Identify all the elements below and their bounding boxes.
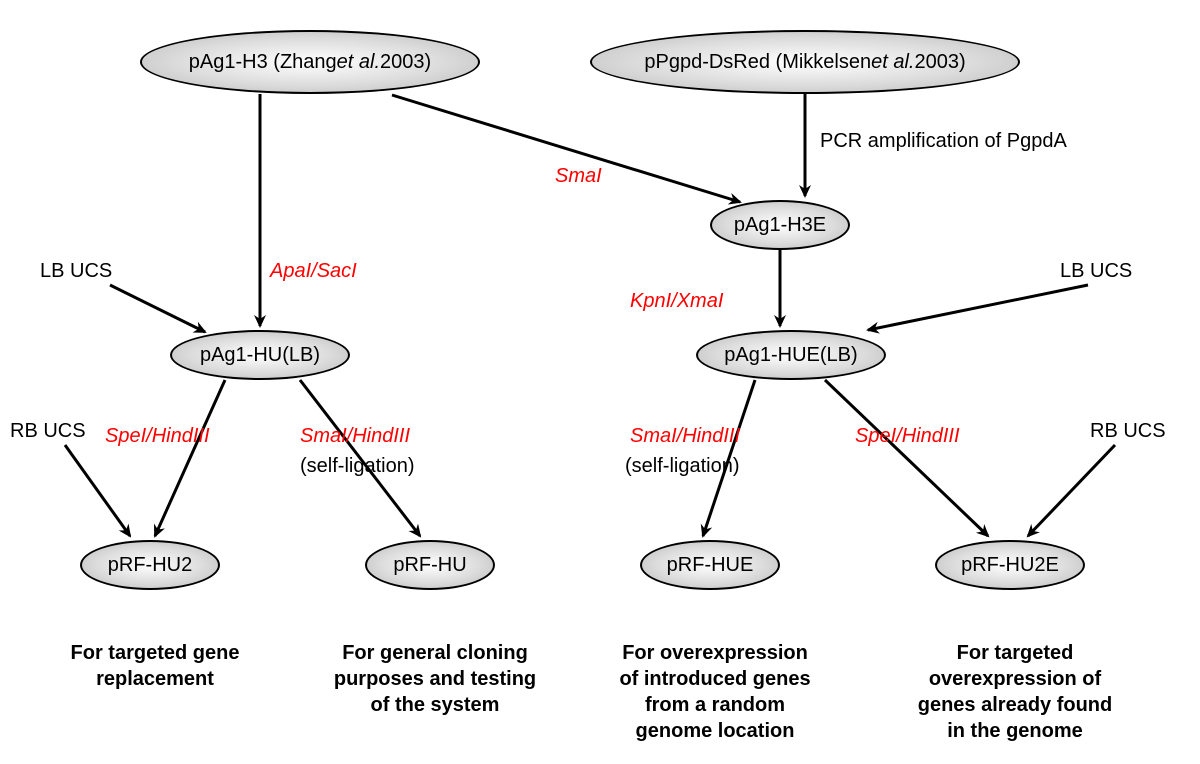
node-pag1-h3e: pAg1-H3E [710, 200, 850, 250]
enzyme-smai-top: SmaI [555, 165, 602, 188]
node-pag1-hu-lb: pAg1-HU(LB) [170, 330, 350, 380]
enzyme-smai-hindiii-right: SmaI/HindIII [630, 425, 740, 448]
desc-general-cloning: For general cloningpurposes and testingo… [320, 640, 550, 718]
label-pcr-amplification: PCR amplification of PgpdA [820, 130, 1067, 153]
node-prf-hu: pRF-HU [365, 540, 495, 590]
label-lb-ucs-left: LB UCS [40, 260, 112, 283]
enzyme-spei-hindiii-right: SpeI/HindIII [855, 425, 960, 448]
label-self-ligation-left: (self-ligation) [300, 455, 414, 478]
node-pag1-hue-lb: pAg1-HUE(LB) [696, 330, 886, 380]
enzyme-apai-saci: ApaI/SacI [270, 260, 357, 283]
node-pag1-h3: pAg1-H3 (Zhang et al. 2003) [140, 30, 480, 94]
desc-overexpression-random: For overexpressionof introduced genesfro… [600, 640, 830, 744]
node-prf-hu2e: pRF-HU2E [935, 540, 1085, 590]
node-prf-hu2: pRF-HU2 [80, 540, 220, 590]
desc-targeted-overexpression: For targetedoverexpression ofgenes alrea… [890, 640, 1140, 744]
label-rb-ucs-right: RB UCS [1090, 420, 1166, 443]
label-self-ligation-right: (self-ligation) [625, 455, 739, 478]
desc-targeted-gene-replacement: For targeted genereplacement [45, 640, 265, 692]
enzyme-spei-hindiii-left: SpeI/HindIII [105, 425, 210, 448]
label-rb-ucs-left: RB UCS [10, 420, 86, 443]
node-ppgpd-dsred: pPgpd-DsRed (Mikkelsen et al. 2003) [590, 30, 1020, 94]
enzyme-kpni-xmai: KpnI/XmaI [630, 290, 723, 313]
enzyme-smai-hindiii-left: SmaI/HindIII [300, 425, 410, 448]
label-lb-ucs-right: LB UCS [1060, 260, 1132, 283]
node-prf-hue: pRF-HUE [640, 540, 780, 590]
